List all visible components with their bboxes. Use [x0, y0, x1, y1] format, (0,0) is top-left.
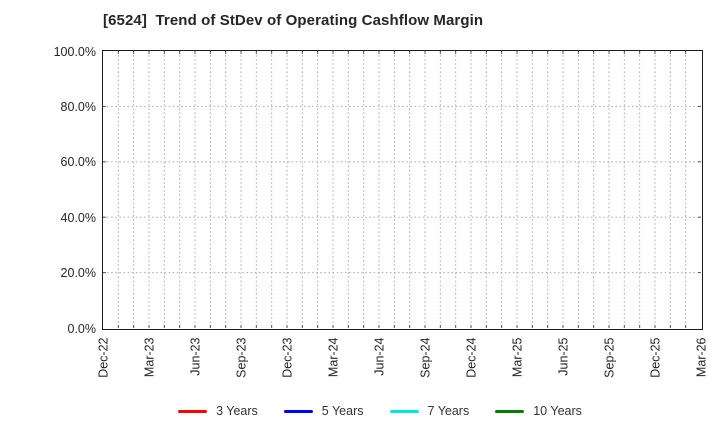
legend-item-7-years: 7 Years: [389, 404, 470, 418]
x-tick-label: Mar-24: [326, 337, 340, 377]
legend-label-5-years: 5 Years: [321, 404, 364, 418]
legend-line-swatch-3-years: [178, 409, 208, 413]
x-tick-label: Dec-24: [464, 337, 478, 378]
legend-line-swatch-10-years: [495, 409, 525, 413]
legend-line-swatch-7-years: [389, 409, 419, 413]
legend: 3 Years 5 Years 7 Years 10 Years: [0, 404, 720, 418]
x-tick-label: Jun-24: [372, 337, 386, 376]
x-tick-label: Dec-22: [96, 337, 110, 378]
legend-item-3-years: 3 Years: [178, 404, 258, 418]
y-tick-label: 80.0%: [60, 99, 96, 114]
y-tick-label: 40.0%: [60, 210, 96, 225]
legend-label-7-years: 7 Years: [427, 404, 470, 418]
x-tick-label: Sep-25: [602, 337, 616, 378]
x-tick-label: Mar-25: [510, 337, 524, 377]
legend-label-10-years: 10 Years: [533, 404, 582, 418]
x-tick-label: Dec-23: [280, 337, 294, 378]
y-tick-label: 100.0%: [53, 44, 96, 59]
legend-line-swatch-5-years: [283, 409, 313, 413]
y-tick-label: 60.0%: [60, 155, 96, 170]
y-tick-label: 20.0%: [60, 266, 96, 281]
legend-item-5-years: 5 Years: [283, 404, 364, 418]
chart-title: [6524] Trend of StDev of Operating Cashf…: [103, 12, 484, 29]
x-tick-label: Jun-25: [556, 337, 570, 376]
legend-label-3-years: 3 Years: [216, 404, 258, 418]
legend-item-10-years: 10 Years: [495, 404, 582, 418]
x-tick-label: Mar-23: [142, 337, 156, 377]
x-tick-label: Dec-25: [648, 337, 662, 378]
x-tick-label: Sep-23: [234, 337, 248, 378]
x-tick-label: Mar-26: [694, 337, 708, 377]
x-tick-label: Sep-24: [418, 337, 432, 378]
x-tick-label: Jun-23: [188, 337, 202, 376]
y-tick-label: 0.0%: [67, 321, 97, 336]
plot-area: [102, 50, 703, 330]
gridlines-and-series-canvas: [103, 51, 701, 328]
